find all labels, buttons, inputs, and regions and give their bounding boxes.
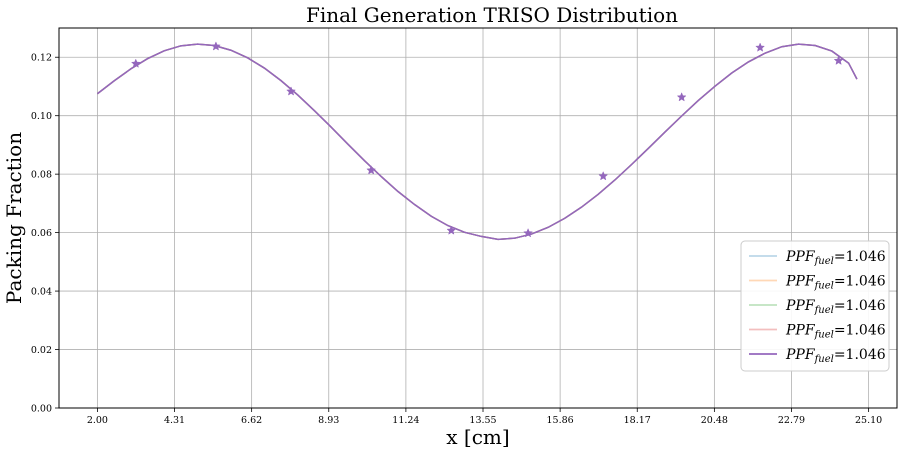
legend-label: PPFfuel=1.046 bbox=[785, 274, 886, 292]
legend-label: PPFfuel=1.046 bbox=[785, 298, 886, 316]
y-axis-ticks: 0.00 0.02 0.04 0.06 0.08 0.10 0.12 bbox=[31, 53, 59, 415]
y-tick-label: 0.10 bbox=[31, 111, 52, 122]
y-tick-label: 0.06 bbox=[31, 228, 52, 239]
x-tick-label: 8.93 bbox=[318, 415, 339, 426]
legend-label: PPFfuel=1.046 bbox=[785, 249, 886, 267]
x-tick-label: 4.31 bbox=[164, 415, 185, 426]
x-tick-label: 13.55 bbox=[469, 415, 496, 426]
series-line-4 bbox=[96, 43, 858, 241]
plot-frame bbox=[58, 27, 898, 409]
x-tick-label: 22.79 bbox=[778, 415, 805, 426]
chart-title: Final Generation TRISO Distribution bbox=[306, 3, 678, 27]
data-point-marker bbox=[446, 225, 457, 235]
y-tick-label: 0.08 bbox=[31, 170, 52, 181]
series-line-3 bbox=[96, 43, 858, 241]
y-tick-label: 0.12 bbox=[31, 53, 52, 64]
series-line-1 bbox=[96, 43, 858, 241]
data-point-marker bbox=[523, 228, 533, 238]
x-tick-label: 11.24 bbox=[392, 415, 419, 426]
series-line-5 bbox=[96, 43, 858, 241]
data-point-marker bbox=[598, 171, 609, 181]
x-tick-label: 18.17 bbox=[624, 415, 651, 426]
x-axis-label: x [cm] bbox=[446, 425, 509, 449]
data-point-marker bbox=[833, 55, 844, 65]
x-tick-label: 6.62 bbox=[241, 415, 262, 426]
legend-box bbox=[740, 240, 890, 372]
data-point-marker bbox=[130, 58, 141, 68]
data-point-marker bbox=[366, 165, 377, 175]
y-tick-label: 0.04 bbox=[31, 287, 52, 298]
x-axis-ticks: 2.00 4.31 6.62 8.93 11.24 13.55 15.86 18.17 20.4… bbox=[87, 408, 882, 426]
data-point-marker bbox=[286, 86, 296, 96]
legend-label: PPFfuel=1.046 bbox=[785, 323, 886, 341]
x-tick-label: 15.86 bbox=[547, 415, 574, 426]
series-line-2 bbox=[96, 43, 858, 241]
y-axis-label: Packing Fraction bbox=[2, 132, 26, 304]
marker-layer bbox=[130, 41, 844, 238]
x-tick-label: 20.48 bbox=[701, 415, 728, 426]
data-point-marker bbox=[211, 41, 221, 51]
data-point-marker bbox=[755, 42, 766, 52]
y-tick-label: 0.00 bbox=[31, 404, 52, 415]
y-tick-label: 0.02 bbox=[31, 345, 52, 356]
x-tick-label: 25.10 bbox=[855, 415, 882, 426]
legend-label: PPFfuel=1.046 bbox=[785, 347, 886, 365]
legend: PPFfuel=1.046 PPFfuel=1.046 PPFfuel=1.046 P… bbox=[740, 240, 890, 372]
data-point-marker bbox=[676, 92, 687, 102]
series-layer bbox=[96, 43, 858, 241]
x-tick-label: 2.00 bbox=[87, 415, 108, 426]
